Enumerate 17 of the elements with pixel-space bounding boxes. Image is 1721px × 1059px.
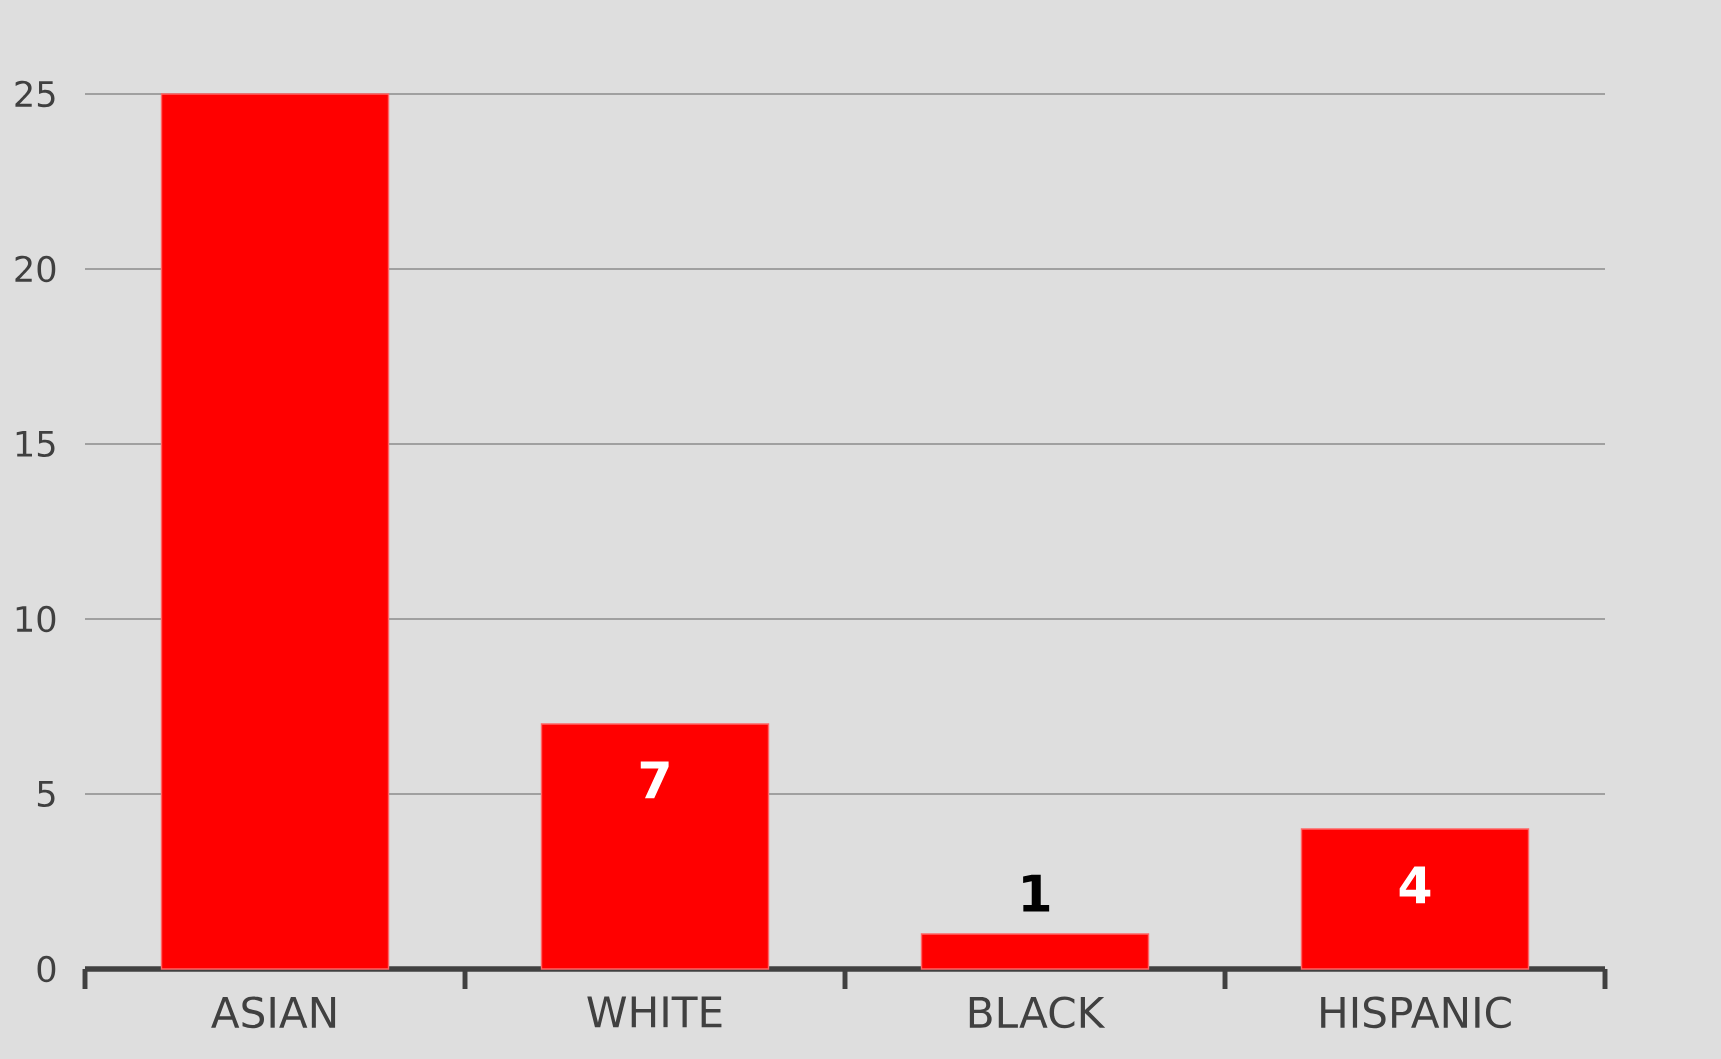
bar bbox=[1300, 828, 1530, 970]
y-tick-label: 0 bbox=[37, 955, 56, 983]
y-tick-label: 25 bbox=[15, 80, 55, 108]
y-tick-label: 20 bbox=[15, 255, 56, 283]
data-label: 1 bbox=[1023, 874, 1050, 912]
x-tick-label: WHITE bbox=[587, 996, 722, 1028]
x-tick-label: ASIAN bbox=[211, 996, 336, 1029]
bar bbox=[540, 723, 770, 970]
y-tick-label: 10 bbox=[16, 605, 56, 633]
bar bbox=[160, 93, 390, 970]
x-tick-label: BLACK bbox=[969, 996, 1106, 1029]
bar bbox=[920, 933, 1150, 970]
data-label: 4 bbox=[1399, 866, 1431, 904]
y-tick-label: 15 bbox=[16, 430, 55, 458]
x-tick-label: HISPANIC bbox=[1321, 996, 1511, 1029]
data-label: 7 bbox=[640, 761, 669, 799]
y-tick-label: 5 bbox=[37, 780, 55, 808]
